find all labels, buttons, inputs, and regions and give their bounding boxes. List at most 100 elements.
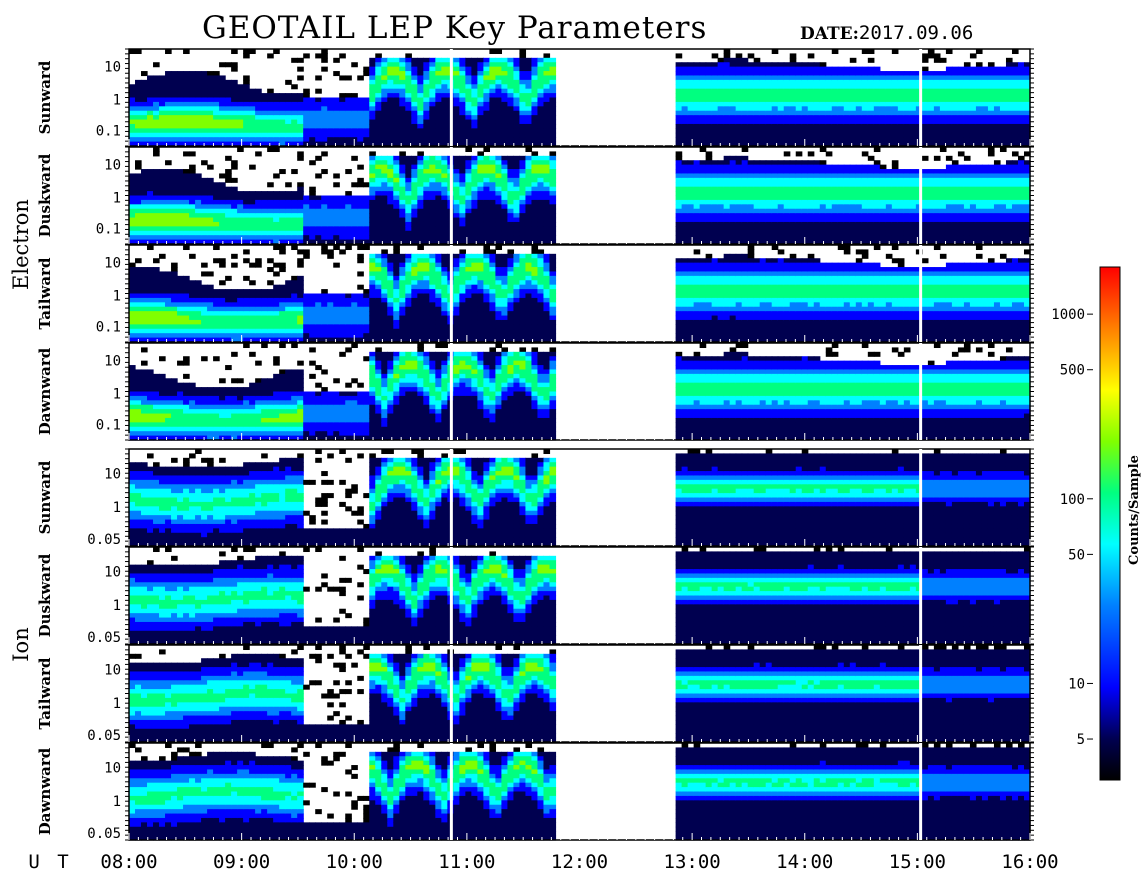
spectrogram-cell xyxy=(543,62,551,68)
spectrogram-cell xyxy=(861,119,869,125)
spectrogram-cell xyxy=(741,182,749,188)
spectrogram-cell xyxy=(801,75,809,81)
spectrogram-cell xyxy=(717,75,725,81)
spectrogram-cell xyxy=(711,199,719,205)
spectrogram-cell xyxy=(369,115,376,121)
spectrogram-cell xyxy=(681,235,689,241)
spectrogram-cell xyxy=(993,239,1001,245)
spectrogram-cell xyxy=(477,79,484,85)
spectrogram-cell xyxy=(765,199,773,205)
spectrogram-cell xyxy=(453,119,460,125)
spectrogram-cell xyxy=(741,217,749,223)
spectrogram-cell xyxy=(1011,123,1019,129)
spectrogram-cell xyxy=(249,226,256,232)
spectrogram-cell xyxy=(873,141,881,147)
spectrogram-cell xyxy=(903,101,911,107)
spectrogram-cell xyxy=(675,115,683,121)
spectrogram-cell xyxy=(999,164,1007,170)
spectrogram-cell xyxy=(483,155,490,161)
spectrogram-cell xyxy=(429,208,436,214)
spectrogram-cell xyxy=(789,119,797,125)
spectrogram-cell xyxy=(201,110,208,116)
spectrogram-cell xyxy=(237,84,244,90)
spectrogram-cell xyxy=(297,57,304,63)
spectrogram-cell xyxy=(825,235,833,241)
spectrogram-cell xyxy=(543,169,551,175)
spectrogram-cell xyxy=(423,57,430,63)
spectrogram-cell xyxy=(729,221,737,227)
spectrogram-cell xyxy=(981,106,989,112)
spectrogram-cell xyxy=(831,141,839,147)
spectrogram-cell xyxy=(363,195,370,201)
spectrogram-cell xyxy=(411,62,418,68)
spectrogram-cell xyxy=(489,66,497,72)
spectrogram-cell xyxy=(189,164,196,170)
spectrogram-cell xyxy=(549,71,557,77)
spectrogram-cell xyxy=(1005,217,1013,223)
spectrogram-cell xyxy=(981,195,989,201)
spectrogram-cell xyxy=(903,208,911,214)
spectrogram-cell xyxy=(1005,66,1013,72)
spectrogram-cell xyxy=(939,93,947,99)
spectrogram-cell xyxy=(939,221,947,227)
spectrogram-cell xyxy=(777,119,785,125)
spectrogram-cell xyxy=(879,221,887,227)
spectrogram-cell xyxy=(525,57,533,63)
spectrogram-cell xyxy=(909,204,917,210)
spectrogram-cell xyxy=(873,204,881,210)
spectrogram-cell xyxy=(429,75,436,81)
spectrogram-cell xyxy=(159,191,166,197)
spectrogram-cell xyxy=(441,217,448,223)
spectrogram-cell xyxy=(267,128,274,134)
spectrogram-cell xyxy=(933,93,941,99)
spectrogram-cell xyxy=(723,226,731,232)
spectrogram-cell xyxy=(747,160,755,166)
spectrogram-cell xyxy=(783,173,791,179)
spectrogram-cell xyxy=(717,106,725,112)
spectrogram-cell xyxy=(987,195,995,201)
spectrogram-cell xyxy=(963,84,971,90)
spectrogram-cell xyxy=(735,182,743,188)
spectrogram-cell xyxy=(441,213,448,219)
spectrogram-cell xyxy=(477,137,484,143)
spectrogram-cell xyxy=(471,164,478,170)
spectrogram-cell xyxy=(297,230,304,236)
spectrogram-cell xyxy=(381,119,388,125)
spectrogram-cell xyxy=(183,106,190,112)
spectrogram-cell xyxy=(309,221,316,227)
spectrogram-cell xyxy=(483,195,490,201)
spectrogram-cell xyxy=(129,315,136,321)
spectrogram-cell xyxy=(693,186,701,192)
spectrogram-cell xyxy=(369,88,376,94)
spectrogram-cell xyxy=(249,106,256,112)
spectrogram-cell xyxy=(225,115,232,121)
spectrogram-cell xyxy=(375,235,382,241)
spectrogram-cell xyxy=(849,106,857,112)
spectrogram-cell xyxy=(405,221,412,227)
spectrogram-cell xyxy=(783,226,791,232)
spectrogram-cell xyxy=(873,164,881,170)
spectrogram-cell xyxy=(357,115,364,121)
spectrogram-cell xyxy=(453,195,460,201)
spectrogram-cell xyxy=(885,235,893,241)
spectrogram-cell xyxy=(933,106,941,112)
spectrogram-cell xyxy=(927,177,935,183)
spectrogram-cell xyxy=(975,191,983,197)
spectrogram-cell xyxy=(843,195,851,201)
spectrogram-cell xyxy=(693,141,701,147)
spectrogram-cell xyxy=(1023,199,1031,205)
spectrogram-cell xyxy=(819,230,827,236)
spectrogram-cell xyxy=(543,160,551,166)
spectrogram-cell xyxy=(369,217,376,223)
spectrogram-cell xyxy=(405,97,412,103)
spectrogram-cell xyxy=(183,239,190,245)
spectrogram-cell xyxy=(543,186,551,192)
spectrogram-cell xyxy=(741,137,749,143)
spectrogram-cell xyxy=(867,66,875,72)
spectrogram-cell xyxy=(1017,173,1025,179)
spectrogram-cell xyxy=(369,132,376,138)
spectrogram-cell xyxy=(813,62,821,68)
spectrogram-cell xyxy=(207,110,214,116)
spectrogram-cell xyxy=(687,93,695,99)
spectrogram-cell xyxy=(999,169,1007,175)
